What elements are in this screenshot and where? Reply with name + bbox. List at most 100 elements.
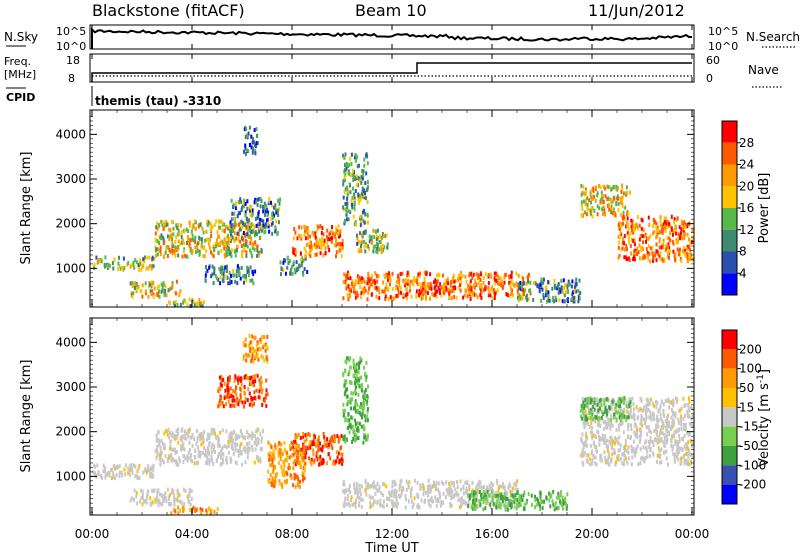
velocity-echo-region [342,356,369,445]
time-tick-label: 12:00 [375,527,410,541]
velocity-colorbar: 200 100 50 15 -15 -50 -100 -200 [721,329,766,505]
velocity-echoes [92,334,694,516]
velocity-colorbar-swatch [722,368,737,388]
power-colorbar-tick-label: 8 [739,245,747,259]
power-echo-region [93,255,155,272]
power-echo-region [204,263,257,286]
velocity-echo-region [129,487,193,508]
velocity-y-tick-label: 3000 [55,380,86,394]
nave-label: Nave [748,63,779,77]
power-echo-region [168,297,206,309]
freq-label-1: Freq. [4,55,31,68]
velocity-echo-region [579,396,694,467]
velocity-echo-region [217,373,269,409]
velocity-colorbar-tick-label: -100 [739,458,766,472]
power-echo-region [279,255,309,277]
nave-tick-top: 60 [706,54,720,67]
velocity-colorbar-tick-label: 100 [739,362,762,376]
power-y-axis: 1000 2000 3000 4000 [55,116,694,305]
velocity-echo-region [467,489,569,512]
power-colorbar-swatch [722,164,737,187]
velocity-y-axis: 1000 2000 3000 4000 [55,324,694,513]
nsky-tick-top: 10^5 [56,25,86,38]
freq-tick-bottom: 8 [68,72,75,85]
power-colorbar-swatch [722,186,737,208]
power-y-tick-label: 2000 [55,217,86,231]
power-colorbar-swatch [722,251,737,274]
power-y-tick-label: 4000 [55,127,86,141]
power-echoes [93,125,694,309]
velocity-colorbar-swatch [722,330,737,350]
time-tick-label: 08:00 [275,527,310,541]
velocity-colorbar-swatch [722,349,737,369]
velocity-colorbar-label: Velocity [m s-1] [756,369,772,467]
velocity-y-tick-label: 4000 [55,335,86,349]
velocity-ylabel: Slant Range [km] [19,360,34,473]
power-echo-region [418,284,457,297]
nsearch-tick-top: 10^5 [708,25,738,38]
velocity-colorbar-tick-label: -15 [739,420,759,434]
cpid-value: themis (tau) -3310 [95,94,221,108]
time-tick-label: 20:00 [575,527,610,541]
power-colorbar-tick-label: 16 [739,201,754,215]
velocity-y-tick-label: 1000 [55,469,86,483]
velocity-echo-region [579,396,632,423]
power-y-tick-label: 1000 [55,261,86,275]
nsearch-tick-bottom: 10^0 [708,40,738,53]
velocity-colorbar-swatch [722,446,737,466]
freq-tick-top: 18 [66,54,80,67]
radar-title: Blackstone (fitACF) [92,1,245,20]
nsky-label: N.Sky [4,30,38,44]
power-echo-region [292,224,344,259]
velocity-colorbar-tick-label: 50 [739,381,754,395]
power-panel: 1000 2000 3000 4000 Slant Range [km] [19,109,695,309]
power-echo-region [355,228,389,255]
time-tick-label: 04:00 [175,527,210,541]
power-colorbar-swatch [722,229,737,252]
power-echo-region [243,125,259,157]
power-y-tick-label: 3000 [55,172,86,186]
freq-label-2: [MHz] [4,68,36,81]
velocity-colorbar-tick-label: 200 [739,342,762,356]
nave-tick-bottom: 0 [706,72,713,85]
power-echo-region [342,152,369,228]
velocity-echo-region [342,478,519,510]
power-echo-region [129,279,182,299]
time-tick-label: 00:00 [675,527,710,541]
power-ylabel: Slant Range [km] [19,152,34,265]
power-echo-region [617,214,694,264]
power-echo-region [229,196,282,237]
power-colorbar-tick-label: 24 [739,158,754,172]
velocity-colorbar-swatch [722,388,737,408]
velocity-y-tick-label: 2000 [55,425,86,439]
power-echo-region [154,219,264,259]
velocity-panel: 1000 2000 3000 4000 Slant Range [km] [19,317,695,516]
nsky-tick-bottom: 10^0 [56,40,86,53]
power-colorbar-tick-label: 28 [739,136,754,150]
power-colorbar-swatch [722,142,737,165]
velocity-colorbar-frame [721,329,738,505]
velocity-echo-region [92,463,155,481]
velocity-echo-region [242,334,269,364]
velocity-colorbar-tick-label: -50 [739,439,759,453]
velocity-echo-region [292,432,344,467]
power-echo-region [342,270,532,302]
time-axis: 00:00 04:00 08:00 12:00 16:00 20:00 00:00 [75,25,710,541]
time-axis-label: Time UT [364,541,418,554]
power-colorbar: 28 24 20 16 12 8 4 [721,120,754,296]
power-colorbar-label: Power [dB] [757,173,772,244]
velocity-colorbar-tick-label: -200 [739,478,766,492]
velocity-echo-region [267,440,307,489]
velocity-echo-region [154,427,264,467]
cpid-label: CPID [6,91,35,104]
velocity-colorbar-swatch [722,465,737,485]
time-tick-label: 00:00 [75,527,110,541]
velocity-echo-region [170,505,219,516]
nsearch-label: N.Search [746,30,800,44]
power-colorbar-swatch [722,121,737,143]
power-colorbar-swatch [722,273,737,295]
velocity-colorbar-swatch [722,407,737,427]
beam-title: Beam 10 [355,1,427,20]
power-colorbar-tick-label: 20 [739,179,754,193]
power-colorbar-swatch [722,208,737,230]
